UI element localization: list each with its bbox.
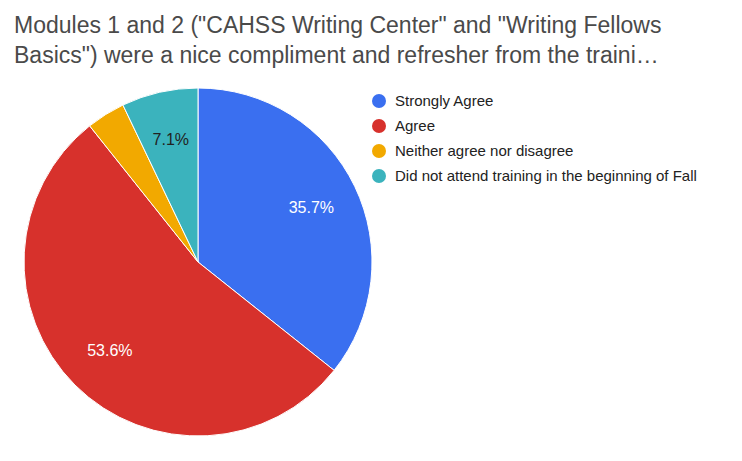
svg-text:7.1%: 7.1% [153,131,189,148]
html-text:Neither agree nor disagree: Neither agree nor disagree [395,142,574,159]
html-text:Strongly Agree: Strongly Agree [395,92,494,109]
html-text:Modules 1 and 2 ("CAHSS Writin: Modules 1 and 2 ("CAHSS Writing Center" … [14,12,662,68]
html-text:Agree: Agree [395,117,435,134]
svg-text:35.7%: 35.7% [289,199,334,216]
svg-text:53.6%: 53.6% [87,342,132,359]
html-text:Did not attend training in the: Did not attend training in the beginning… [395,167,697,184]
